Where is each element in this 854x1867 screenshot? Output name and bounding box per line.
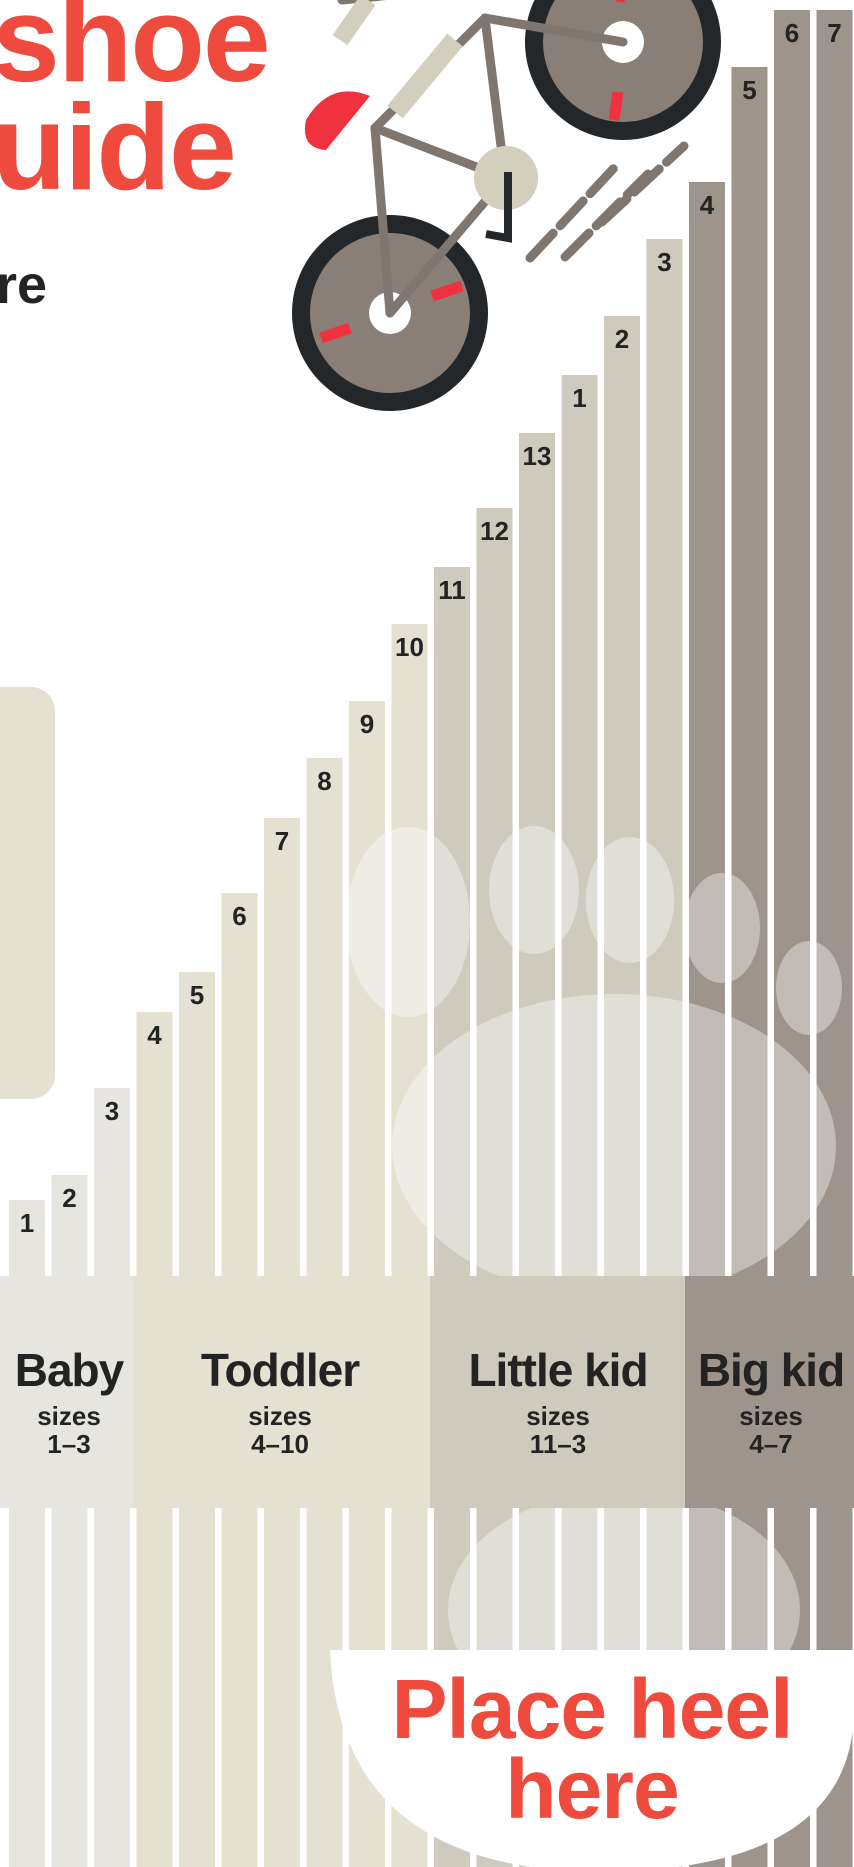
heel-placement-text: Place heel here [330, 1662, 854, 1836]
size-label-9: 9 [360, 709, 374, 739]
size-label-5: 5 [190, 980, 204, 1010]
foot-toe-2 [489, 826, 579, 954]
size-label-10: 10 [395, 632, 424, 662]
size-label-4: 4 [147, 1020, 162, 1050]
size-label-12: 12 [480, 516, 509, 546]
category-toddler-sizes-label: sizes [248, 1401, 312, 1431]
size-bar-15 [604, 316, 640, 1867]
size-label-2: 2 [62, 1183, 76, 1213]
foot-toe-3 [586, 837, 674, 963]
category-baby-range: 1–3 [47, 1429, 91, 1459]
foot-sole [392, 994, 836, 1276]
bike-reflector-2 [430, 280, 464, 302]
size-bar-19 [774, 10, 810, 1867]
size-label-13: 13 [523, 441, 552, 471]
size-label-14: 1 [572, 383, 586, 413]
size-label-11: 11 [438, 575, 466, 605]
category-baby-name: Baby [14, 1344, 124, 1396]
bike-pedal [485, 172, 512, 243]
category-little-kid-range: 11–3 [529, 1429, 587, 1459]
size-label-18: 5 [742, 75, 756, 105]
bike-grip-2 [332, 0, 376, 46]
size-label-17: 4 [700, 190, 715, 220]
speed-line-3 [597, 141, 689, 227]
category-baby: Baby sizes 1–3 [4, 1347, 134, 1457]
size-label-16: 3 [657, 247, 671, 277]
heel-text-line-2: here [505, 1741, 679, 1836]
bike-reflector-1 [319, 322, 352, 344]
bicycle-icon [292, 0, 721, 411]
category-big-kid-sizes-label: sizes [739, 1401, 803, 1431]
category-big-kid: Big kid sizes 4–7 [688, 1347, 854, 1457]
size-label-6: 6 [232, 901, 246, 931]
sidebar-panel [0, 687, 55, 1099]
page-subtitle: re [0, 255, 48, 315]
category-little-kid: Little kid sizes 11–3 [443, 1347, 673, 1457]
bike-seat [304, 91, 370, 150]
size-bar-17 [689, 182, 725, 1867]
page-title-line-2: uide [0, 79, 237, 215]
category-band-big [685, 1276, 854, 1508]
foot-toe-5 [776, 941, 842, 1035]
size-label-7: 7 [275, 826, 289, 856]
category-little-kid-name: Little kid [468, 1344, 648, 1396]
page-title-line-1: shoe [0, 0, 271, 107]
bike-grip [387, 33, 463, 119]
size-label-3: 3 [105, 1096, 119, 1126]
foot-toe-1 [346, 827, 470, 1017]
speed-line-1 [525, 163, 619, 263]
heel-cup [330, 1650, 854, 1867]
bike-fork [370, 123, 395, 318]
category-toddler-range: 4–10 [251, 1429, 309, 1459]
category-baby-sizes-label: sizes [37, 1401, 101, 1431]
bike-top-tube [480, 13, 628, 47]
size-label-1: 1 [20, 1208, 34, 1238]
size-label-19: 6 [785, 18, 799, 48]
size-label-20: 7 [827, 18, 841, 48]
bike-reflector-3 [608, 91, 624, 121]
category-big-kid-name: Big kid [697, 1344, 845, 1396]
size-bar-14 [561, 375, 598, 1867]
foot-toe-4 [684, 873, 760, 983]
category-toddler-name: Toddler [200, 1344, 360, 1396]
bike-reflector-4 [615, 0, 625, 3]
category-band-toddler [132, 1276, 432, 1508]
category-little-kid-sizes-label: sizes [526, 1401, 590, 1431]
category-big-kid-range: 4–7 [749, 1429, 793, 1459]
size-label-8: 8 [317, 766, 331, 796]
heel-text-line-1: Place heel [391, 1662, 794, 1756]
size-label-15: 2 [615, 324, 629, 354]
category-band-little [430, 1276, 687, 1508]
size-bar-18 [731, 67, 768, 1867]
category-toddler: Toddler sizes 4–10 [180, 1347, 380, 1457]
category-band-baby [0, 1276, 134, 1508]
size-bar-16 [646, 239, 683, 1867]
size-bar-12 [476, 508, 513, 1867]
size-bar-13 [519, 433, 555, 1867]
foot-silhouette-icon [346, 826, 842, 1708]
size-bar-20 [816, 10, 853, 1867]
